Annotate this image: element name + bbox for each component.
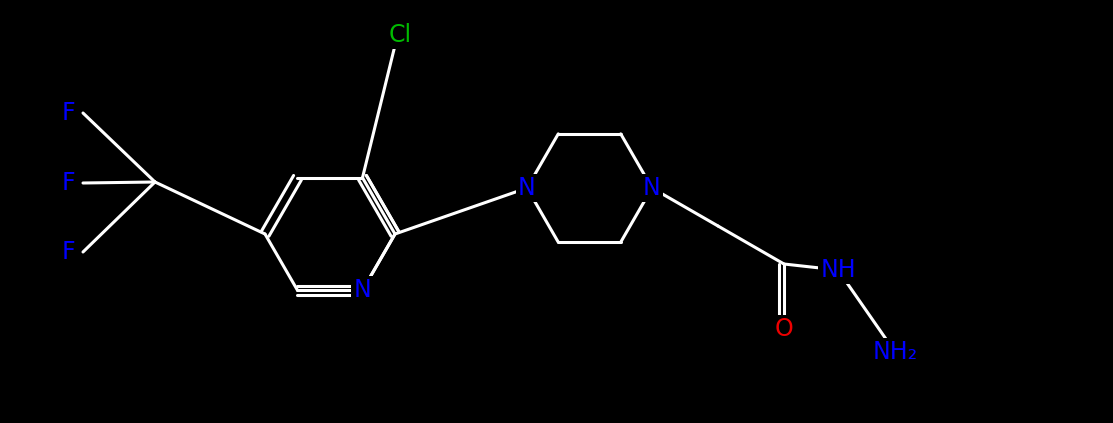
Text: F: F — [61, 171, 75, 195]
Text: N: N — [519, 176, 535, 200]
Text: N: N — [643, 176, 661, 200]
Text: NH₂: NH₂ — [873, 340, 917, 364]
Text: O: O — [775, 317, 794, 341]
Text: F: F — [61, 240, 75, 264]
Text: F: F — [61, 101, 75, 125]
Text: NH: NH — [820, 258, 856, 282]
Text: Cl: Cl — [388, 23, 412, 47]
Text: N: N — [354, 278, 372, 302]
